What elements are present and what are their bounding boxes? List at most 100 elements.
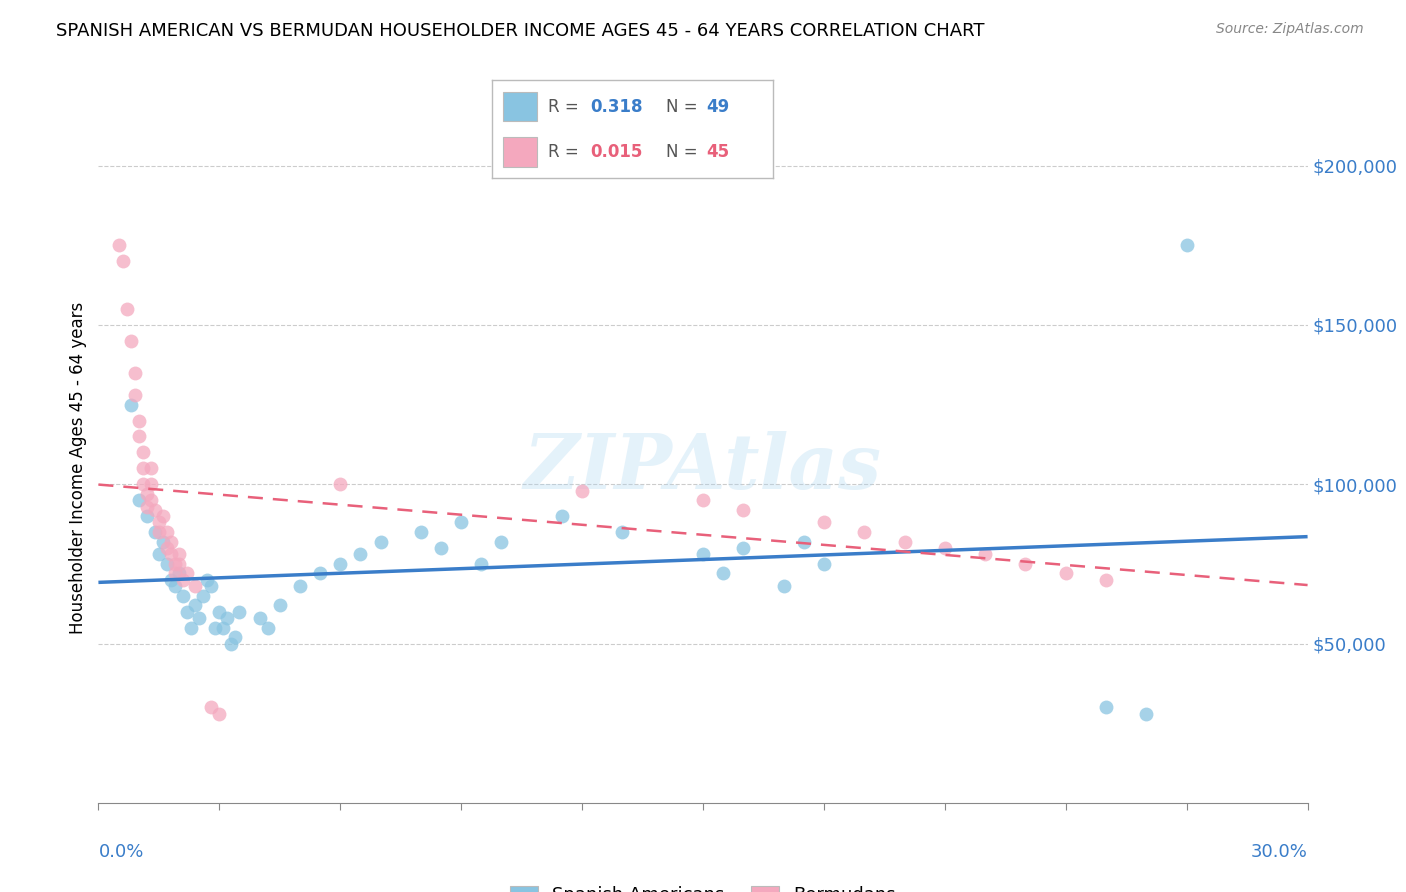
Text: N =: N = [666, 143, 703, 161]
Point [124, 366, 146, 380]
Point [571, 483, 593, 498]
Point [148, 516, 170, 530]
Point [132, 477, 155, 491]
Point [228, 605, 250, 619]
Point [184, 599, 207, 613]
FancyBboxPatch shape [503, 92, 537, 121]
Point [111, 254, 134, 268]
Point [692, 547, 714, 561]
Text: 0.015: 0.015 [591, 143, 643, 161]
Point [128, 429, 150, 443]
Point [1135, 706, 1157, 721]
Point [450, 516, 472, 530]
Y-axis label: Householder Income Ages 45 - 64 years: Householder Income Ages 45 - 64 years [69, 302, 87, 634]
Point [772, 579, 794, 593]
Point [1095, 700, 1118, 714]
Point [692, 493, 714, 508]
Point [167, 547, 190, 561]
Point [309, 566, 332, 581]
Point [172, 589, 194, 603]
Point [813, 516, 835, 530]
Point [135, 500, 157, 514]
Point [1014, 557, 1036, 571]
Point [329, 477, 352, 491]
Text: ZIPAtlas: ZIPAtlas [524, 432, 882, 505]
Point [124, 388, 146, 402]
Point [733, 541, 755, 555]
Point [156, 541, 179, 555]
Point [188, 611, 211, 625]
Point [152, 534, 174, 549]
Text: R =: R = [548, 143, 585, 161]
Point [132, 445, 155, 459]
Point [107, 238, 129, 252]
Point [224, 630, 246, 644]
Point [221, 636, 243, 650]
Point [160, 547, 183, 561]
Point [711, 566, 734, 581]
Point [163, 579, 186, 593]
Point [180, 621, 202, 635]
Point [204, 621, 226, 635]
Point [156, 524, 179, 539]
Point [974, 547, 997, 561]
Text: N =: N = [666, 98, 703, 116]
Point [143, 502, 166, 516]
Point [143, 524, 166, 539]
Point [208, 605, 231, 619]
Point [128, 493, 150, 508]
Point [1175, 238, 1198, 252]
FancyBboxPatch shape [503, 137, 537, 167]
Point [329, 557, 352, 571]
Point [1095, 573, 1118, 587]
Point [249, 611, 271, 625]
Point [853, 524, 876, 539]
Point [139, 461, 162, 475]
Point [612, 524, 634, 539]
Point [167, 557, 190, 571]
Point [148, 524, 170, 539]
Text: 0.0%: 0.0% [98, 843, 143, 861]
Point [195, 573, 218, 587]
Point [893, 534, 915, 549]
Point [135, 487, 157, 501]
Point [470, 557, 492, 571]
Text: 0.318: 0.318 [591, 98, 643, 116]
Point [176, 566, 198, 581]
Point [491, 534, 513, 549]
Text: R =: R = [548, 98, 585, 116]
Point [217, 611, 239, 625]
Point [163, 557, 186, 571]
Point [793, 534, 815, 549]
Point [120, 334, 142, 348]
Point [160, 573, 183, 587]
Point [208, 706, 231, 721]
Point [176, 605, 198, 619]
Point [132, 461, 155, 475]
Text: 45: 45 [706, 143, 728, 161]
Point [200, 700, 222, 714]
Point [163, 566, 186, 581]
Point [733, 502, 755, 516]
Point [256, 621, 278, 635]
Point [370, 534, 392, 549]
Point [120, 398, 142, 412]
Point [148, 547, 170, 561]
Point [156, 557, 179, 571]
Point [551, 509, 574, 524]
Point [813, 557, 835, 571]
Point [115, 301, 138, 316]
Point [152, 509, 174, 524]
Point [934, 541, 956, 555]
Point [288, 579, 311, 593]
Point [128, 413, 150, 427]
Point [139, 493, 162, 508]
Point [167, 566, 190, 581]
Point [409, 524, 432, 539]
Text: 49: 49 [706, 98, 730, 116]
Text: 30.0%: 30.0% [1251, 843, 1308, 861]
Point [193, 589, 215, 603]
Point [139, 477, 162, 491]
Point [349, 547, 371, 561]
Point [1054, 566, 1077, 581]
